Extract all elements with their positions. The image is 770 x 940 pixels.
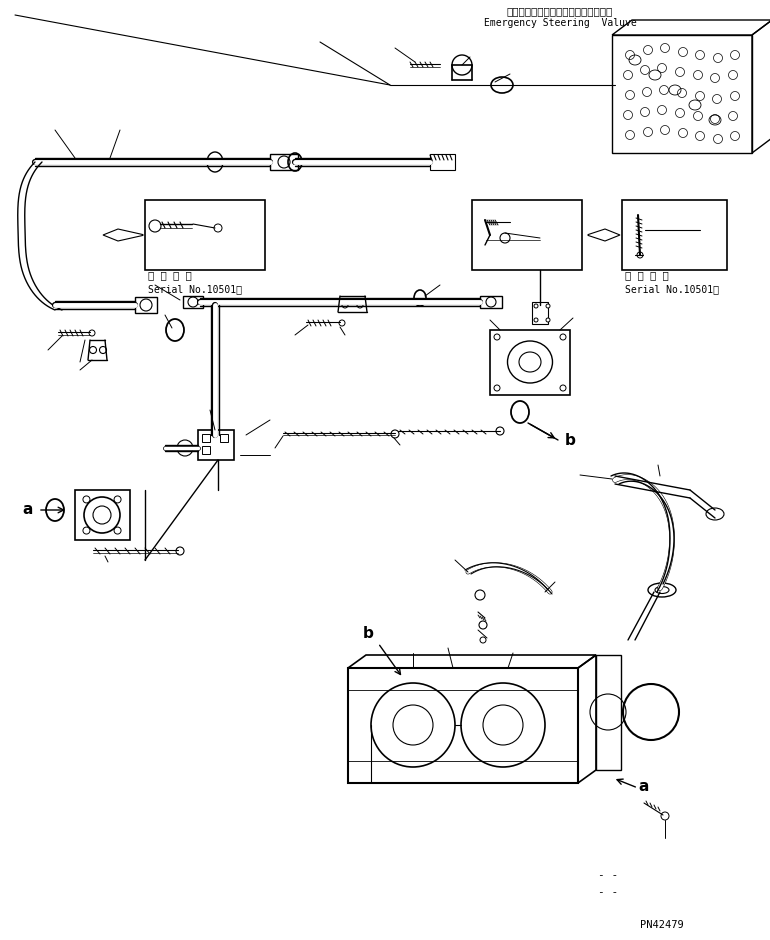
Bar (532, 302, 548, 324)
Bar (198, 430, 234, 460)
Circle shape (176, 547, 184, 555)
Bar (430, 154, 455, 170)
Bar (75, 490, 130, 540)
Text: Serial No.10501～: Serial No.10501～ (148, 284, 242, 294)
Bar (202, 434, 210, 442)
Circle shape (494, 334, 500, 340)
Circle shape (534, 318, 538, 322)
Text: - -: - - (598, 887, 618, 897)
Bar (135, 297, 157, 313)
Bar (270, 154, 298, 170)
Circle shape (214, 224, 222, 232)
Circle shape (546, 304, 550, 308)
Bar (348, 668, 578, 783)
Circle shape (637, 252, 643, 258)
Circle shape (534, 304, 538, 308)
Bar (490, 330, 570, 395)
Circle shape (496, 427, 504, 435)
Circle shape (339, 320, 345, 326)
Text: - -: - - (598, 870, 618, 880)
Text: 適 用 号 機: 適 用 号 機 (148, 270, 192, 280)
Circle shape (546, 318, 550, 322)
Bar (220, 434, 228, 442)
Text: a: a (638, 779, 648, 794)
Text: a: a (22, 502, 32, 517)
Text: エマージェンシーステアリングバルブ: エマージェンシーステアリングバルブ (507, 6, 613, 16)
Bar (183, 296, 203, 308)
Circle shape (494, 385, 500, 391)
Text: Emergency Steering  Valuve: Emergency Steering Valuve (484, 18, 636, 28)
Bar (596, 655, 621, 770)
Circle shape (391, 430, 399, 438)
Bar (612, 35, 752, 153)
Bar (202, 446, 210, 454)
Bar (480, 296, 502, 308)
Circle shape (560, 334, 566, 340)
Circle shape (560, 385, 566, 391)
Text: PN42479: PN42479 (640, 920, 684, 930)
Bar (622, 200, 727, 270)
Circle shape (661, 812, 669, 820)
Text: b: b (363, 626, 374, 641)
Text: Serial No.10501～: Serial No.10501～ (625, 284, 719, 294)
Text: b: b (565, 433, 576, 448)
Circle shape (89, 330, 95, 336)
Bar (472, 200, 582, 270)
Bar (145, 200, 265, 270)
Text: 適 用 号 機: 適 用 号 機 (625, 270, 669, 280)
